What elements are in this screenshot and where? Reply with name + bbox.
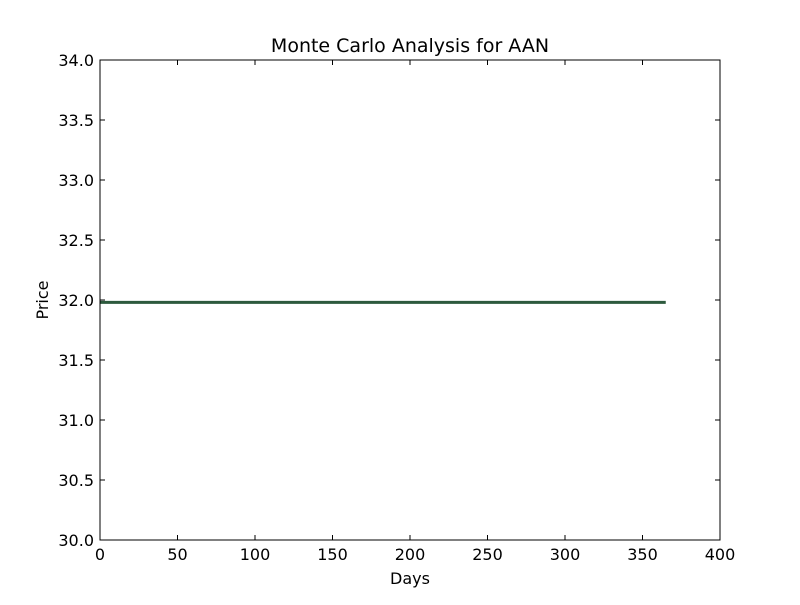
chart-title: Monte Carlo Analysis for AAN [271, 35, 549, 57]
y-tick-label: 32.0 [58, 291, 94, 310]
x-axis-label: Days [390, 569, 430, 588]
y-tick-label: 33.0 [58, 171, 94, 190]
x-tick-label: 0 [95, 545, 105, 564]
x-tick-label: 300 [550, 545, 581, 564]
y-tick-label: 30.0 [58, 531, 94, 550]
plot-frame [99, 59, 721, 541]
y-tick-label: 32.5 [58, 231, 94, 250]
x-tick-label: 350 [627, 545, 658, 564]
y-axis-ticks: 30.0 30.5 31.0 31.5 32.0 32.5 33.0 33.5 34.0 [58, 51, 720, 550]
y-tick-label: 34.0 [58, 51, 94, 70]
y-tick-label: 31.0 [58, 411, 94, 430]
y-tick-label: 33.5 [58, 111, 94, 130]
x-tick-label: 200 [395, 545, 426, 564]
x-tick-label: 250 [472, 545, 503, 564]
x-tick-label: 100 [240, 545, 271, 564]
y-axis-label: Price [33, 280, 52, 319]
x-tick-label: 400 [705, 545, 736, 564]
x-tick-label: 150 [317, 545, 348, 564]
x-tick-label: 50 [167, 545, 187, 564]
y-tick-label: 31.5 [58, 351, 94, 370]
y-tick-label: 30.5 [58, 471, 94, 490]
x-axis-ticks: 0 50 100 150 200 250 300 350 400 [95, 60, 735, 564]
